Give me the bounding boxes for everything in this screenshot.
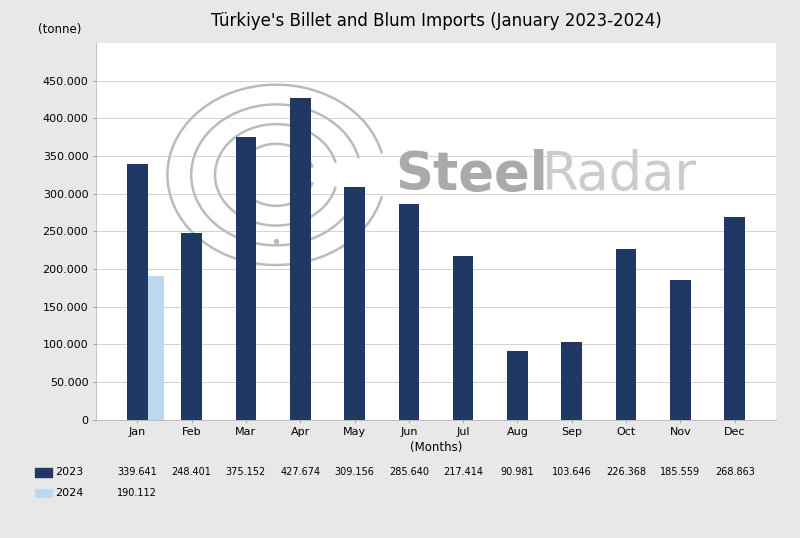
X-axis label: (Months): (Months) [410, 442, 462, 455]
Bar [725, 217, 745, 420]
Text: 339.641: 339.641 [118, 468, 157, 477]
Text: Steel: Steel [395, 149, 548, 201]
Bar [562, 342, 582, 420]
Text: 103.646: 103.646 [552, 468, 592, 477]
Text: 309.156: 309.156 [334, 468, 374, 477]
Text: 427.674: 427.674 [280, 468, 320, 477]
Text: 185.559: 185.559 [660, 468, 701, 477]
Bar [453, 256, 474, 420]
Bar [670, 280, 690, 420]
Bar [344, 187, 365, 420]
Text: 190.112: 190.112 [118, 488, 157, 498]
Text: 226.368: 226.368 [606, 468, 646, 477]
Text: 375.152: 375.152 [226, 468, 266, 477]
Text: 90.981: 90.981 [501, 468, 534, 477]
Bar [127, 164, 147, 420]
Bar [398, 204, 419, 420]
Bar [507, 351, 528, 420]
Bar [290, 97, 310, 420]
Text: 285.640: 285.640 [389, 468, 429, 477]
Text: 217.414: 217.414 [443, 468, 483, 477]
Bar [235, 137, 256, 420]
Text: 2023: 2023 [55, 468, 83, 477]
Bar [148, 277, 163, 420]
Bar [35, 468, 52, 477]
Title: Türkiye's Billet and Blum Imports (January 2023-2024): Türkiye's Billet and Blum Imports (Janua… [210, 12, 662, 30]
Text: 268.863: 268.863 [715, 468, 754, 477]
Bar [182, 232, 202, 420]
Text: 248.401: 248.401 [172, 468, 211, 477]
Bar [35, 489, 52, 497]
Text: (tonne): (tonne) [38, 23, 82, 36]
Text: 2024: 2024 [55, 488, 83, 498]
Bar [616, 249, 637, 420]
Text: Radar: Radar [542, 149, 697, 201]
